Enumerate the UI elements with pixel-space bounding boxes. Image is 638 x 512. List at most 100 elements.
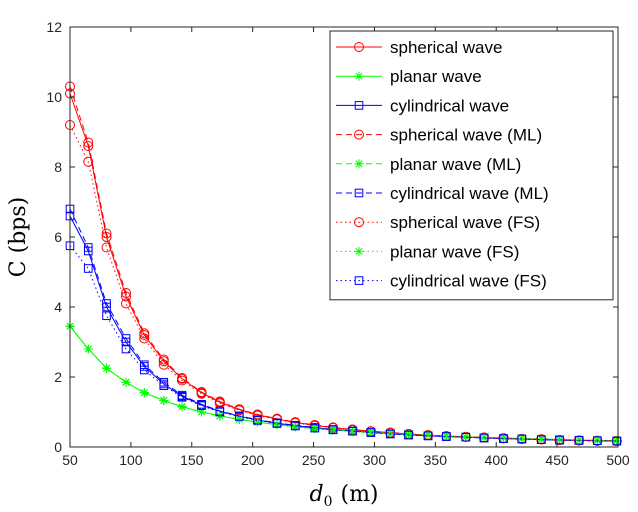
x-tick-label: 350	[424, 452, 448, 468]
data-point-spherical-wave-ml	[101, 228, 112, 239]
data-point-cylindrical-wave-fs	[310, 423, 320, 433]
legend-label: spherical wave (FS)	[390, 213, 540, 232]
data-point-cylindrical-wave-fs	[479, 433, 489, 443]
data-point-cylindrical-wave-fs	[366, 428, 376, 437]
x-axis-label-subscript: 0	[324, 494, 333, 510]
x-tick-label: 150	[180, 452, 204, 468]
data-point-cylindrical-wave-fs	[404, 430, 413, 440]
data-point-cylindrical-wave-fs	[612, 436, 622, 446]
legend-label: spherical wave (ML)	[390, 126, 542, 145]
data-point-cylindrical-wave-fs	[234, 412, 244, 421]
legend-marker	[354, 42, 364, 52]
data-point-planar-wave-fs	[197, 407, 207, 417]
data-point-cylindrical-wave-ml	[121, 334, 131, 343]
legend: spherical wave planar wave cylindrical wav…	[329, 30, 614, 301]
data-point-cylindrical-wave-fs	[159, 381, 169, 391]
legend-label: planar wave (FS)	[390, 242, 519, 261]
data-point-planar-wave-fs	[290, 422, 300, 432]
data-point-spherical-wave-ml	[121, 288, 132, 298]
data-point-planar-wave-fs	[272, 420, 282, 430]
data-point-planar-wave-fs	[159, 395, 169, 405]
data-point-cylindrical-wave-ml	[102, 299, 111, 308]
data-point-planar-wave-fs	[404, 429, 414, 439]
data-point-cylindrical-wave-fs	[177, 393, 187, 402]
data-point-cylindrical-wave-ml	[139, 360, 149, 370]
data-point-cylindrical-wave-fs	[499, 434, 508, 443]
legend-label: cylindrical wave	[390, 96, 509, 115]
data-point-cylindrical-wave-ml	[83, 243, 93, 252]
data-point-cylindrical-wave-fs	[83, 264, 93, 273]
data-point-spherical-wave-fs	[83, 156, 94, 167]
data-point-planar-wave-fs	[423, 430, 433, 440]
data-point-spherical-wave-fs	[234, 405, 245, 416]
data-point-planar-wave-fs	[139, 388, 149, 398]
data-point-spherical-wave-fs	[139, 333, 150, 344]
data-point-spherical-wave	[83, 141, 94, 151]
series-line-planar-wave-ml	[69, 325, 617, 442]
axes-layer	[69, 26, 619, 448]
y-tick-label: 4	[54, 299, 62, 315]
data-point-cylindrical-wave-fs	[328, 425, 338, 435]
data-point-spherical-wave-ml	[139, 328, 150, 339]
y-tick-label: 12	[46, 19, 62, 35]
data-point-planar-wave-fs	[121, 377, 131, 387]
legend-marker	[354, 276, 364, 285]
data-point-cylindrical-wave-fs	[121, 344, 131, 354]
legend-marker	[354, 246, 364, 256]
legend-marker	[354, 101, 364, 110]
data-point-planar-wave-fs	[328, 425, 338, 435]
data-point-spherical-wave-fs	[196, 388, 207, 399]
series-cylindrical-wave-fs	[65, 241, 622, 446]
legend-item-cylindrical-wave: cylindrical wave	[336, 96, 509, 115]
data-point-planar-wave-fs	[441, 431, 451, 441]
data-point-planar-wave-fs	[102, 363, 112, 373]
data-point-cylindrical-wave-fs	[215, 407, 225, 417]
data-point-cylindrical-wave-fs	[290, 421, 300, 431]
legend-label: cylindrical wave (FS)	[390, 272, 547, 291]
data-point-planar-wave-fs	[385, 428, 395, 438]
data-point-planar-wave-fs	[366, 427, 376, 437]
data-point-cylindrical-wave-fs	[423, 431, 433, 441]
legend-marker	[354, 129, 364, 140]
data-point-cylindrical-wave-fs	[461, 432, 471, 442]
data-point-planar-wave-fs	[536, 434, 546, 444]
legend-label: cylindrical wave (ML)	[390, 184, 549, 203]
data-point-planar-wave-fs	[517, 434, 527, 444]
data-point-planar-wave-fs	[612, 436, 622, 446]
x-tick-label: 200	[241, 452, 265, 468]
y-tick-label: 0	[54, 439, 62, 455]
data-point-planar-wave-fs	[83, 344, 93, 354]
legend-label: planar wave (ML)	[390, 155, 521, 174]
legend-item-planar-wave-ml: planar wave (ML)	[336, 155, 521, 174]
data-point-cylindrical-wave-fs	[555, 435, 564, 445]
data-point-planar-wave-fs	[253, 417, 263, 427]
data-point-cylindrical-wave-fs	[272, 419, 282, 428]
y-tick-label: 2	[54, 369, 62, 385]
x-tick-label: 300	[363, 452, 387, 468]
series-layer	[65, 81, 622, 447]
data-point-spherical-wave-ml	[83, 137, 94, 148]
legend-item-spherical-wave-fs: spherical wave (FS)	[336, 213, 540, 232]
data-point-cylindrical-wave-fs	[139, 365, 149, 375]
y-axis-label: C (bps)	[6, 197, 31, 277]
x-tick-label: 500	[606, 452, 630, 468]
x-tick-label: 50	[62, 452, 78, 468]
data-point-planar-wave-fs	[499, 433, 509, 443]
legend-item-cylindrical-wave-ml: cylindrical wave (ML)	[336, 184, 549, 203]
legend-item-planar-wave-fs: planar wave (FS)	[336, 242, 519, 261]
data-point-cylindrical-wave-fs	[197, 401, 206, 410]
legend-item-planar-wave: planar wave	[336, 67, 482, 86]
legend-marker	[354, 217, 364, 228]
data-point-cylindrical-wave-fs	[385, 429, 395, 439]
legend-item-spherical-wave-ml: spherical wave (ML)	[336, 126, 542, 145]
data-point-planar-wave-fs	[177, 402, 187, 412]
data-point-planar-wave-fs	[348, 426, 358, 436]
x-tick-label: 450	[545, 452, 569, 468]
data-point-cylindrical-wave-fs	[441, 432, 451, 441]
legend-marker	[354, 159, 364, 169]
data-point-cylindrical-wave-fs	[536, 435, 546, 444]
legend-label: spherical wave	[390, 38, 502, 57]
legend-label: planar wave	[390, 67, 482, 86]
x-tick-label: 400	[485, 452, 509, 468]
data-point-cylindrical-wave-fs	[517, 434, 527, 444]
